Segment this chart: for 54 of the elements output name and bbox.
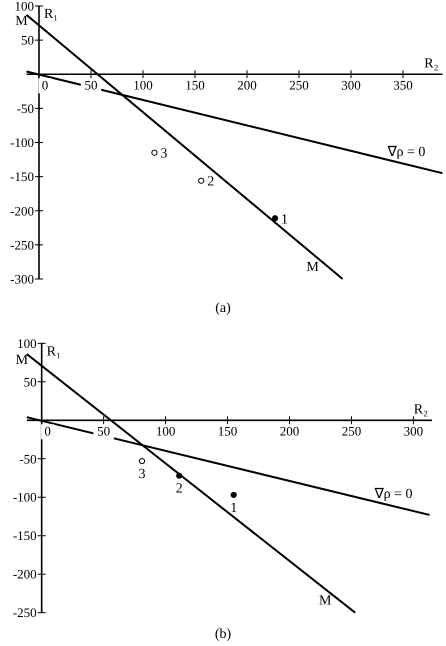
annotation: 2	[176, 482, 183, 497]
x-tick-label: 300	[341, 77, 361, 92]
y-tick-label: -250	[12, 605, 37, 620]
series-label: M	[306, 260, 320, 275]
y-tick-label: -50	[16, 100, 34, 116]
y-tick-label: 100	[17, 336, 37, 351]
annotation: 1	[281, 212, 288, 228]
series-label: M	[318, 594, 332, 609]
series-label: ∇ρ = 0	[386, 145, 426, 160]
text: (b)	[214, 627, 232, 642]
x-tick-label: 250	[289, 77, 309, 92]
x-tick-label: 150	[185, 77, 205, 92]
y-tick-label: -200	[12, 566, 37, 582]
y-tick-label: -150	[12, 528, 37, 544]
series-label: ∇ρ = 0	[374, 486, 412, 502]
annotation: 3	[160, 146, 168, 162]
y-tick-label: 50	[20, 32, 34, 48]
x-tick-label: 50	[97, 423, 110, 438]
y-tick-label: -250	[10, 237, 34, 252]
point	[138, 458, 146, 464]
y-tick-label: -200	[10, 203, 34, 218]
x-tick-label: 0	[42, 77, 48, 92]
point	[230, 492, 237, 498]
x-tick-label: 200	[280, 423, 300, 438]
x-tick-label: 300	[404, 423, 424, 438]
text: (a)	[215, 301, 232, 316]
y-tick-label: -300	[10, 272, 34, 286]
annotation: 3	[138, 467, 146, 482]
x-axis-title: R₂	[424, 56, 439, 72]
y-axis-title: R₁	[44, 7, 58, 22]
x-tick-label: 100	[156, 423, 176, 438]
x-tick-label: 50	[84, 77, 98, 92]
annotation: 1	[230, 500, 238, 516]
y-tick-label: -150	[10, 169, 34, 184]
x-tick-label: 150	[218, 423, 238, 438]
y-axis-title: R₁	[46, 344, 61, 360]
x-tick-label: 200	[237, 77, 257, 92]
annotation: 2	[207, 174, 214, 190]
x-axis-title: R₂	[414, 402, 428, 418]
x-tick-label: 350	[393, 77, 413, 92]
annotation: M	[16, 353, 29, 368]
y-tick-label: 50	[24, 374, 37, 390]
x-tick-label: 0	[44, 423, 51, 438]
y-tick-label: -100	[12, 490, 37, 505]
point	[272, 215, 278, 222]
y-tick-label: -100	[10, 135, 34, 150]
point	[176, 472, 182, 479]
y-tick-label: 100	[14, 0, 34, 14]
x-tick-label: 250	[342, 423, 362, 438]
y-tick-label: -50	[19, 451, 37, 466]
point	[151, 150, 158, 156]
annotation: M	[15, 14, 28, 29]
x-tick-label: 100	[133, 77, 153, 92]
point	[198, 178, 204, 184]
